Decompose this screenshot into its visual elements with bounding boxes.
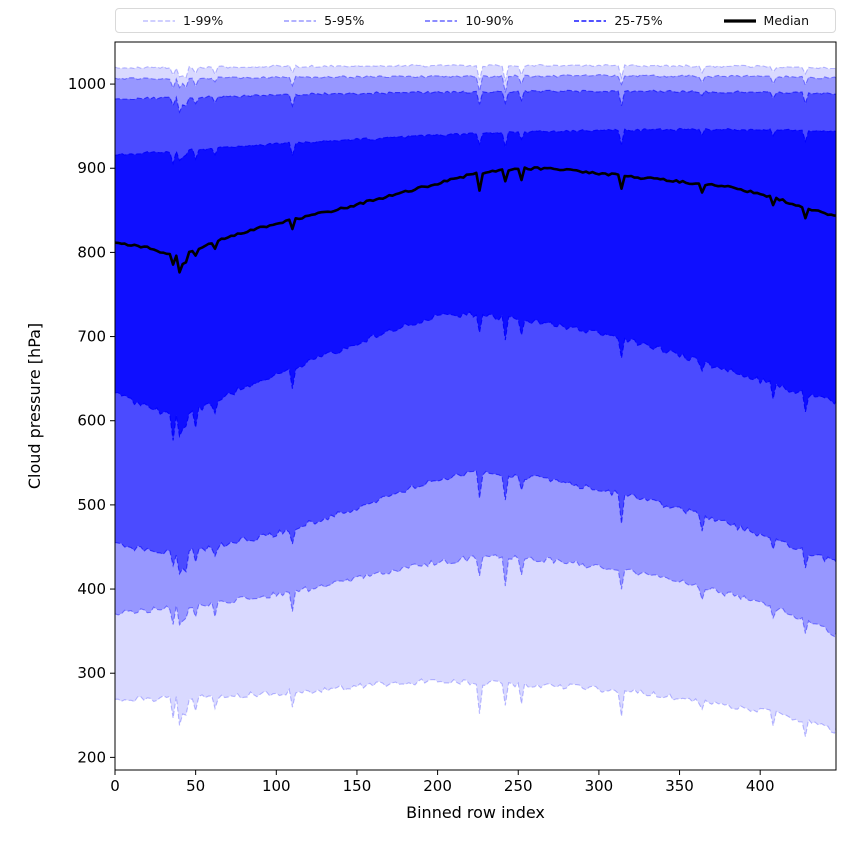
- percentile-bands: [115, 64, 836, 737]
- legend-item-5-95: 5-95%: [283, 13, 364, 28]
- y-tick-label: 700: [77, 328, 106, 346]
- percentile-boundary-lines: [115, 64, 836, 737]
- legend-line-sample: [574, 19, 607, 22]
- legend-item-10-90: 10-90%: [424, 13, 514, 28]
- x-tick-label: 250: [504, 777, 533, 795]
- percentile-line-p10: [115, 469, 836, 576]
- legend-line-sample: [143, 19, 175, 22]
- y-tick-label: 400: [77, 580, 106, 598]
- legend-label: Median: [763, 13, 809, 28]
- x-tick-label: 0: [110, 777, 120, 795]
- y-tick-label: 500: [77, 496, 106, 514]
- x-tick-label: 50: [186, 777, 205, 795]
- percentile-line-p90: [115, 89, 836, 114]
- x-tick-label: 400: [746, 777, 775, 795]
- legend-line-sample: [723, 18, 756, 23]
- y-axis-label: Cloud pressure [hPa]: [25, 323, 44, 489]
- legend-label: 5-95%: [324, 13, 365, 28]
- percentile-line-p95: [115, 74, 836, 93]
- median-line: [115, 166, 836, 274]
- x-tick-label: 350: [665, 777, 694, 795]
- x-tick-label: 200: [423, 777, 452, 795]
- y-tick-label: 1000: [68, 75, 106, 93]
- legend-item-1-99: 1-99%: [142, 13, 223, 28]
- axes: 0 50 100 150 200 250 300 350 400 200 300 400 500 600 7…: [68, 41, 837, 795]
- percentile-line-p05: [115, 554, 836, 638]
- x-axis-label: Binned row index: [406, 803, 545, 822]
- plot-border: [114, 41, 837, 771]
- legend: 1-99% 5-95% 10-90% 25-75% Median: [115, 8, 836, 33]
- legend-line-sample: [425, 19, 458, 22]
- percentile-line-p25: [115, 310, 836, 441]
- legend-label: 1-99%: [183, 13, 224, 28]
- y-tick-label: 300: [77, 664, 106, 682]
- legend-label: 10-90%: [465, 13, 514, 28]
- percentile-line-p99: [115, 64, 836, 82]
- x-tick-label: 300: [585, 777, 614, 795]
- legend-label: 25-75%: [614, 13, 663, 28]
- y-tick-label: 200: [77, 748, 106, 766]
- band-fill-25-75%: [115, 128, 836, 441]
- y-tick-label: 900: [77, 159, 106, 177]
- legend-line-sample: [284, 19, 317, 22]
- x-tick-label: 150: [343, 777, 372, 795]
- x-tick-label: 100: [262, 777, 291, 795]
- y-tick-label: 600: [77, 412, 106, 430]
- legend-item-25-75: 25-75%: [573, 13, 663, 28]
- percentile-line-p01: [115, 678, 836, 737]
- legend-item-Median: Median: [723, 13, 809, 28]
- median-line-group: [115, 166, 836, 274]
- percentile-line-p75: [115, 127, 836, 166]
- y-tick-label: 800: [77, 243, 106, 261]
